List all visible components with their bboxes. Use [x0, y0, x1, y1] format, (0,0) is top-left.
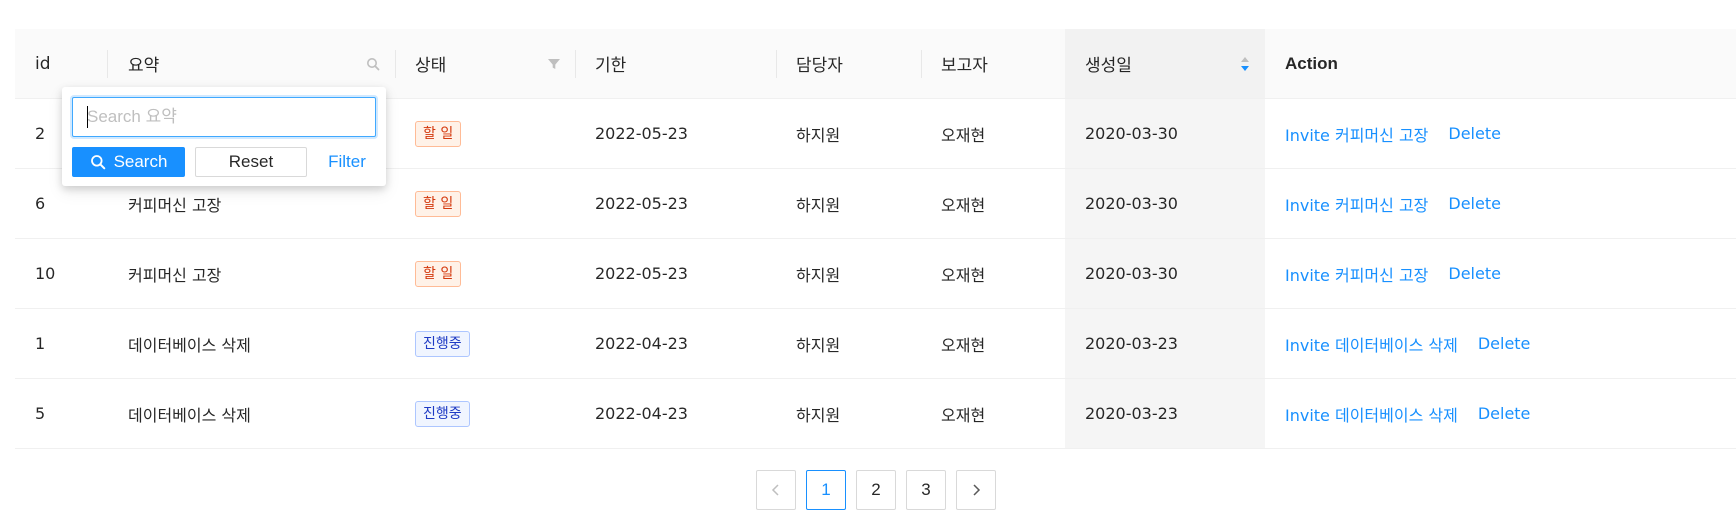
page-1-button[interactable]: 1	[806, 470, 846, 510]
chevron-left-icon	[771, 484, 779, 496]
row-due: 2022-05-23	[595, 124, 688, 143]
filter-button[interactable]: Filter	[328, 152, 366, 171]
pagination: 1 2 3	[756, 470, 1006, 510]
filter-icon[interactable]	[547, 29, 561, 98]
header-id: id	[35, 53, 51, 74]
sorted-column-bg	[1065, 99, 1265, 168]
header-action: Action	[1285, 53, 1338, 73]
page-2-button[interactable]: 2	[856, 470, 896, 510]
status-badge: 할 일	[415, 120, 462, 147]
row-due: 2022-05-23	[595, 264, 688, 283]
row-created: 2020-03-23	[1085, 334, 1178, 353]
table-row: 10 커피머신 고장 할 일 2022-05-23 하지원 오재현 2020-0…	[15, 239, 1736, 309]
row-actions: Invite 데이터베이스 삭제 Delete	[1285, 309, 1530, 378]
row-assignee: 하지원	[796, 265, 841, 285]
row-assignee: 하지원	[796, 195, 841, 215]
row-state: 진행중	[415, 379, 470, 448]
row-state: 할 일	[415, 169, 462, 238]
row-assignee: 하지원	[796, 335, 841, 355]
search-icon	[90, 155, 105, 170]
row-state: 진행중	[415, 309, 470, 378]
table-row: 1 데이터베이스 삭제 진행중 2022-04-23 하지원 오재현 2020-…	[15, 309, 1736, 379]
header-reporter: 보고자	[941, 56, 988, 76]
row-created: 2020-03-23	[1085, 404, 1178, 423]
chevron-right-icon	[973, 484, 981, 496]
invite-link[interactable]: Invite 데이터베이스 삭제	[1285, 405, 1458, 425]
table-row: 5 데이터베이스 삭제 진행중 2022-04-23 하지원 오재현 2020-…	[15, 379, 1736, 449]
header-assignee: 담당자	[796, 56, 843, 76]
row-id: 5	[35, 404, 46, 423]
row-summary: 커피머신 고장	[128, 195, 222, 215]
delete-link[interactable]: Delete	[1477, 334, 1531, 353]
header-summary: 요약	[128, 56, 160, 76]
invite-link[interactable]: Invite 커피머신 고장	[1285, 195, 1429, 215]
row-due: 2022-05-23	[595, 194, 688, 213]
status-badge: 진행중	[415, 400, 470, 427]
header-due: 기한	[595, 56, 627, 76]
row-created: 2020-03-30	[1085, 194, 1178, 213]
header-state: 상태	[415, 56, 447, 76]
header-created[interactable]: 생성일	[1085, 56, 1132, 76]
row-actions: Invite 데이터베이스 삭제 Delete	[1285, 379, 1530, 448]
row-state: 할 일	[415, 239, 462, 308]
row-id: 6	[35, 194, 46, 213]
invite-link[interactable]: Invite 데이터베이스 삭제	[1285, 335, 1458, 355]
search-input[interactable]	[72, 97, 376, 137]
row-summary: 데이터베이스 삭제	[128, 405, 251, 425]
row-created: 2020-03-30	[1085, 124, 1178, 143]
sorted-column-bg	[1065, 239, 1265, 308]
row-reporter: 오재현	[941, 335, 986, 355]
row-reporter: 오재현	[941, 405, 986, 425]
column-separator	[921, 50, 922, 78]
column-separator	[776, 50, 777, 78]
row-id: 1	[35, 334, 46, 353]
next-page-button[interactable]	[956, 470, 996, 510]
status-badge: 진행중	[415, 330, 470, 357]
row-assignee: 하지원	[796, 125, 841, 145]
sorted-column-bg	[1065, 379, 1265, 448]
sorted-column-bg	[1065, 309, 1265, 378]
row-actions: Invite 커피머신 고장 Delete	[1285, 99, 1501, 168]
reset-button[interactable]: Reset	[195, 147, 307, 177]
row-reporter: 오재현	[941, 125, 986, 145]
delete-link[interactable]: Delete	[1448, 194, 1501, 213]
sorted-column-bg	[1065, 29, 1265, 98]
row-summary: 커피머신 고장	[128, 265, 222, 285]
status-badge: 할 일	[415, 260, 462, 287]
search-button[interactable]: Search	[72, 147, 185, 177]
row-due: 2022-04-23	[595, 404, 688, 423]
row-actions: Invite 커피머신 고장 Delete	[1285, 169, 1501, 238]
search-button-label: Search	[113, 152, 168, 171]
column-separator	[107, 50, 108, 78]
row-state: 할 일	[415, 99, 462, 168]
row-created: 2020-03-30	[1085, 264, 1178, 283]
column-separator	[575, 50, 576, 78]
invite-link[interactable]: Invite 커피머신 고장	[1285, 265, 1429, 285]
delete-link[interactable]: Delete	[1477, 404, 1531, 423]
sorted-column-bg	[1065, 169, 1265, 238]
row-id: 2	[35, 124, 46, 143]
row-assignee: 하지원	[796, 405, 841, 425]
row-summary: 데이터베이스 삭제	[128, 335, 251, 355]
column-separator	[395, 50, 396, 78]
row-actions: Invite 커피머신 고장 Delete	[1285, 239, 1501, 308]
prev-page-button[interactable]	[756, 470, 796, 510]
row-due: 2022-04-23	[595, 334, 688, 353]
search-icon[interactable]	[366, 29, 380, 98]
status-badge: 할 일	[415, 190, 462, 217]
text-caret	[87, 106, 88, 128]
issues-table: id 요약 상태 기한 담당자 보고자 생성일 Action 2 커피머신 고장…	[15, 29, 1736, 449]
delete-link[interactable]: Delete	[1448, 124, 1501, 143]
page-3-button[interactable]: 3	[906, 470, 946, 510]
invite-link[interactable]: Invite 커피머신 고장	[1285, 125, 1429, 145]
delete-link[interactable]: Delete	[1448, 264, 1501, 283]
row-reporter: 오재현	[941, 265, 986, 285]
row-id: 10	[35, 264, 56, 283]
search-filter-dropdown: Search Reset Filter	[62, 87, 386, 186]
sort-icon[interactable]	[1239, 29, 1251, 98]
row-reporter: 오재현	[941, 195, 986, 215]
